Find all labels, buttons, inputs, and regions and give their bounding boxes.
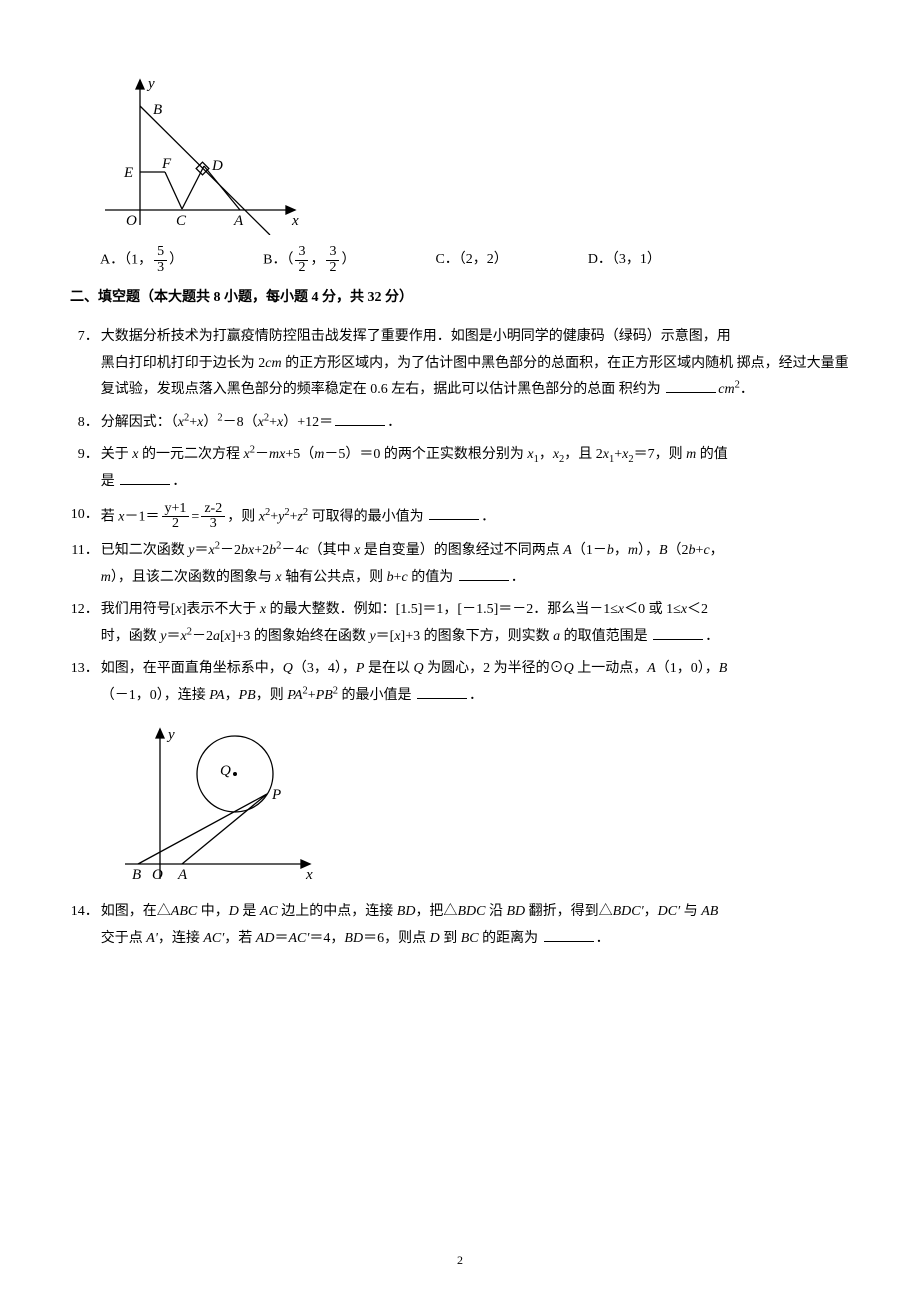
question-7: 7． 大数据分析技术为打赢疫情防控阻击战发挥了重要作用．如图是小明同学的健康码（… — [70, 324, 850, 404]
q11-blank — [459, 565, 509, 580]
point-C-label: C — [176, 213, 187, 229]
point-F-label: F — [161, 156, 172, 172]
point-A-label: A — [233, 213, 244, 229]
q14-blank — [544, 927, 594, 942]
point-Q-label: Q — [220, 763, 231, 779]
point-E-label: E — [123, 165, 133, 181]
q14-number: 14． — [70, 899, 101, 952]
q9-number: 9． — [70, 442, 101, 495]
point-P-label: P — [271, 787, 281, 803]
q13-figure: y Q P B O A x — [120, 719, 850, 889]
axis-x-label: x — [291, 213, 299, 229]
q6-options: A．（1，53） B．（32，32） C．（2，2） D．（3，1） — [100, 245, 850, 275]
question-11: 11． 已知二次函数 y＝x2－2bx+2b2－4c（其中 x 是自变量）的图象… — [70, 538, 850, 591]
q8-number: 8． — [70, 410, 101, 437]
q12-number: 12． — [70, 597, 101, 650]
point-B-label: B — [153, 102, 162, 118]
question-14: 14． 如图，在△ABC 中，D 是 AC 边上的中点，连接 BD，把△BDC … — [70, 899, 850, 952]
point-A-label-13: A — [177, 867, 188, 883]
question-13: 13． 如图，在平面直角坐标系中，Q（3，4），P 是在以 Q 为圆心，2 为半… — [70, 656, 850, 709]
option-D: D．（3，1） — [588, 247, 661, 274]
q7-number: 7． — [70, 324, 101, 404]
q10-number: 10． — [70, 502, 101, 532]
point-B-label-13: B — [132, 867, 141, 883]
option-B: B．（32，32） — [263, 245, 355, 275]
q8-blank — [335, 410, 385, 425]
origin-label: O — [126, 213, 137, 229]
q11-number: 11． — [70, 538, 101, 591]
question-8: 8． 分解因式：（x2+x）2－8（x2+x）+12＝． — [70, 410, 850, 437]
q13-blank — [417, 683, 467, 698]
question-9: 9． 关于 x 的一元二次方程 x2－mx+5（m－5）＝0 的两个正实数根分别… — [70, 442, 850, 495]
option-C: C．（2，2） — [435, 247, 507, 274]
q13-number: 13． — [70, 656, 101, 709]
q10-blank — [429, 505, 479, 520]
origin-label-13: O — [152, 867, 163, 883]
axis-y-label: y — [146, 76, 155, 92]
q7-blank — [666, 378, 716, 393]
point-D-label: D — [211, 158, 223, 174]
axis-x-label-13: x — [305, 867, 313, 883]
question-10: 10． 若 x－1＝y+12=z-23，则 x2+y2+z2 可取得的最小值为 … — [70, 502, 850, 532]
q9-blank — [120, 470, 170, 485]
option-A: A．（1，53） — [100, 245, 183, 275]
q6-figure: y B E F D O C A x — [100, 70, 850, 235]
question-12: 12． 我们用符号[x]表示不大于 x 的最大整数．例如：[1.5]＝1，[－1… — [70, 597, 850, 650]
page-number: 2 — [0, 1249, 920, 1272]
axis-y-label-13: y — [166, 727, 175, 743]
q12-blank — [653, 624, 703, 639]
section-2-header: 二、填空题（本大题共 8 小题，每小题 4 分，共 32 分） — [70, 285, 850, 312]
